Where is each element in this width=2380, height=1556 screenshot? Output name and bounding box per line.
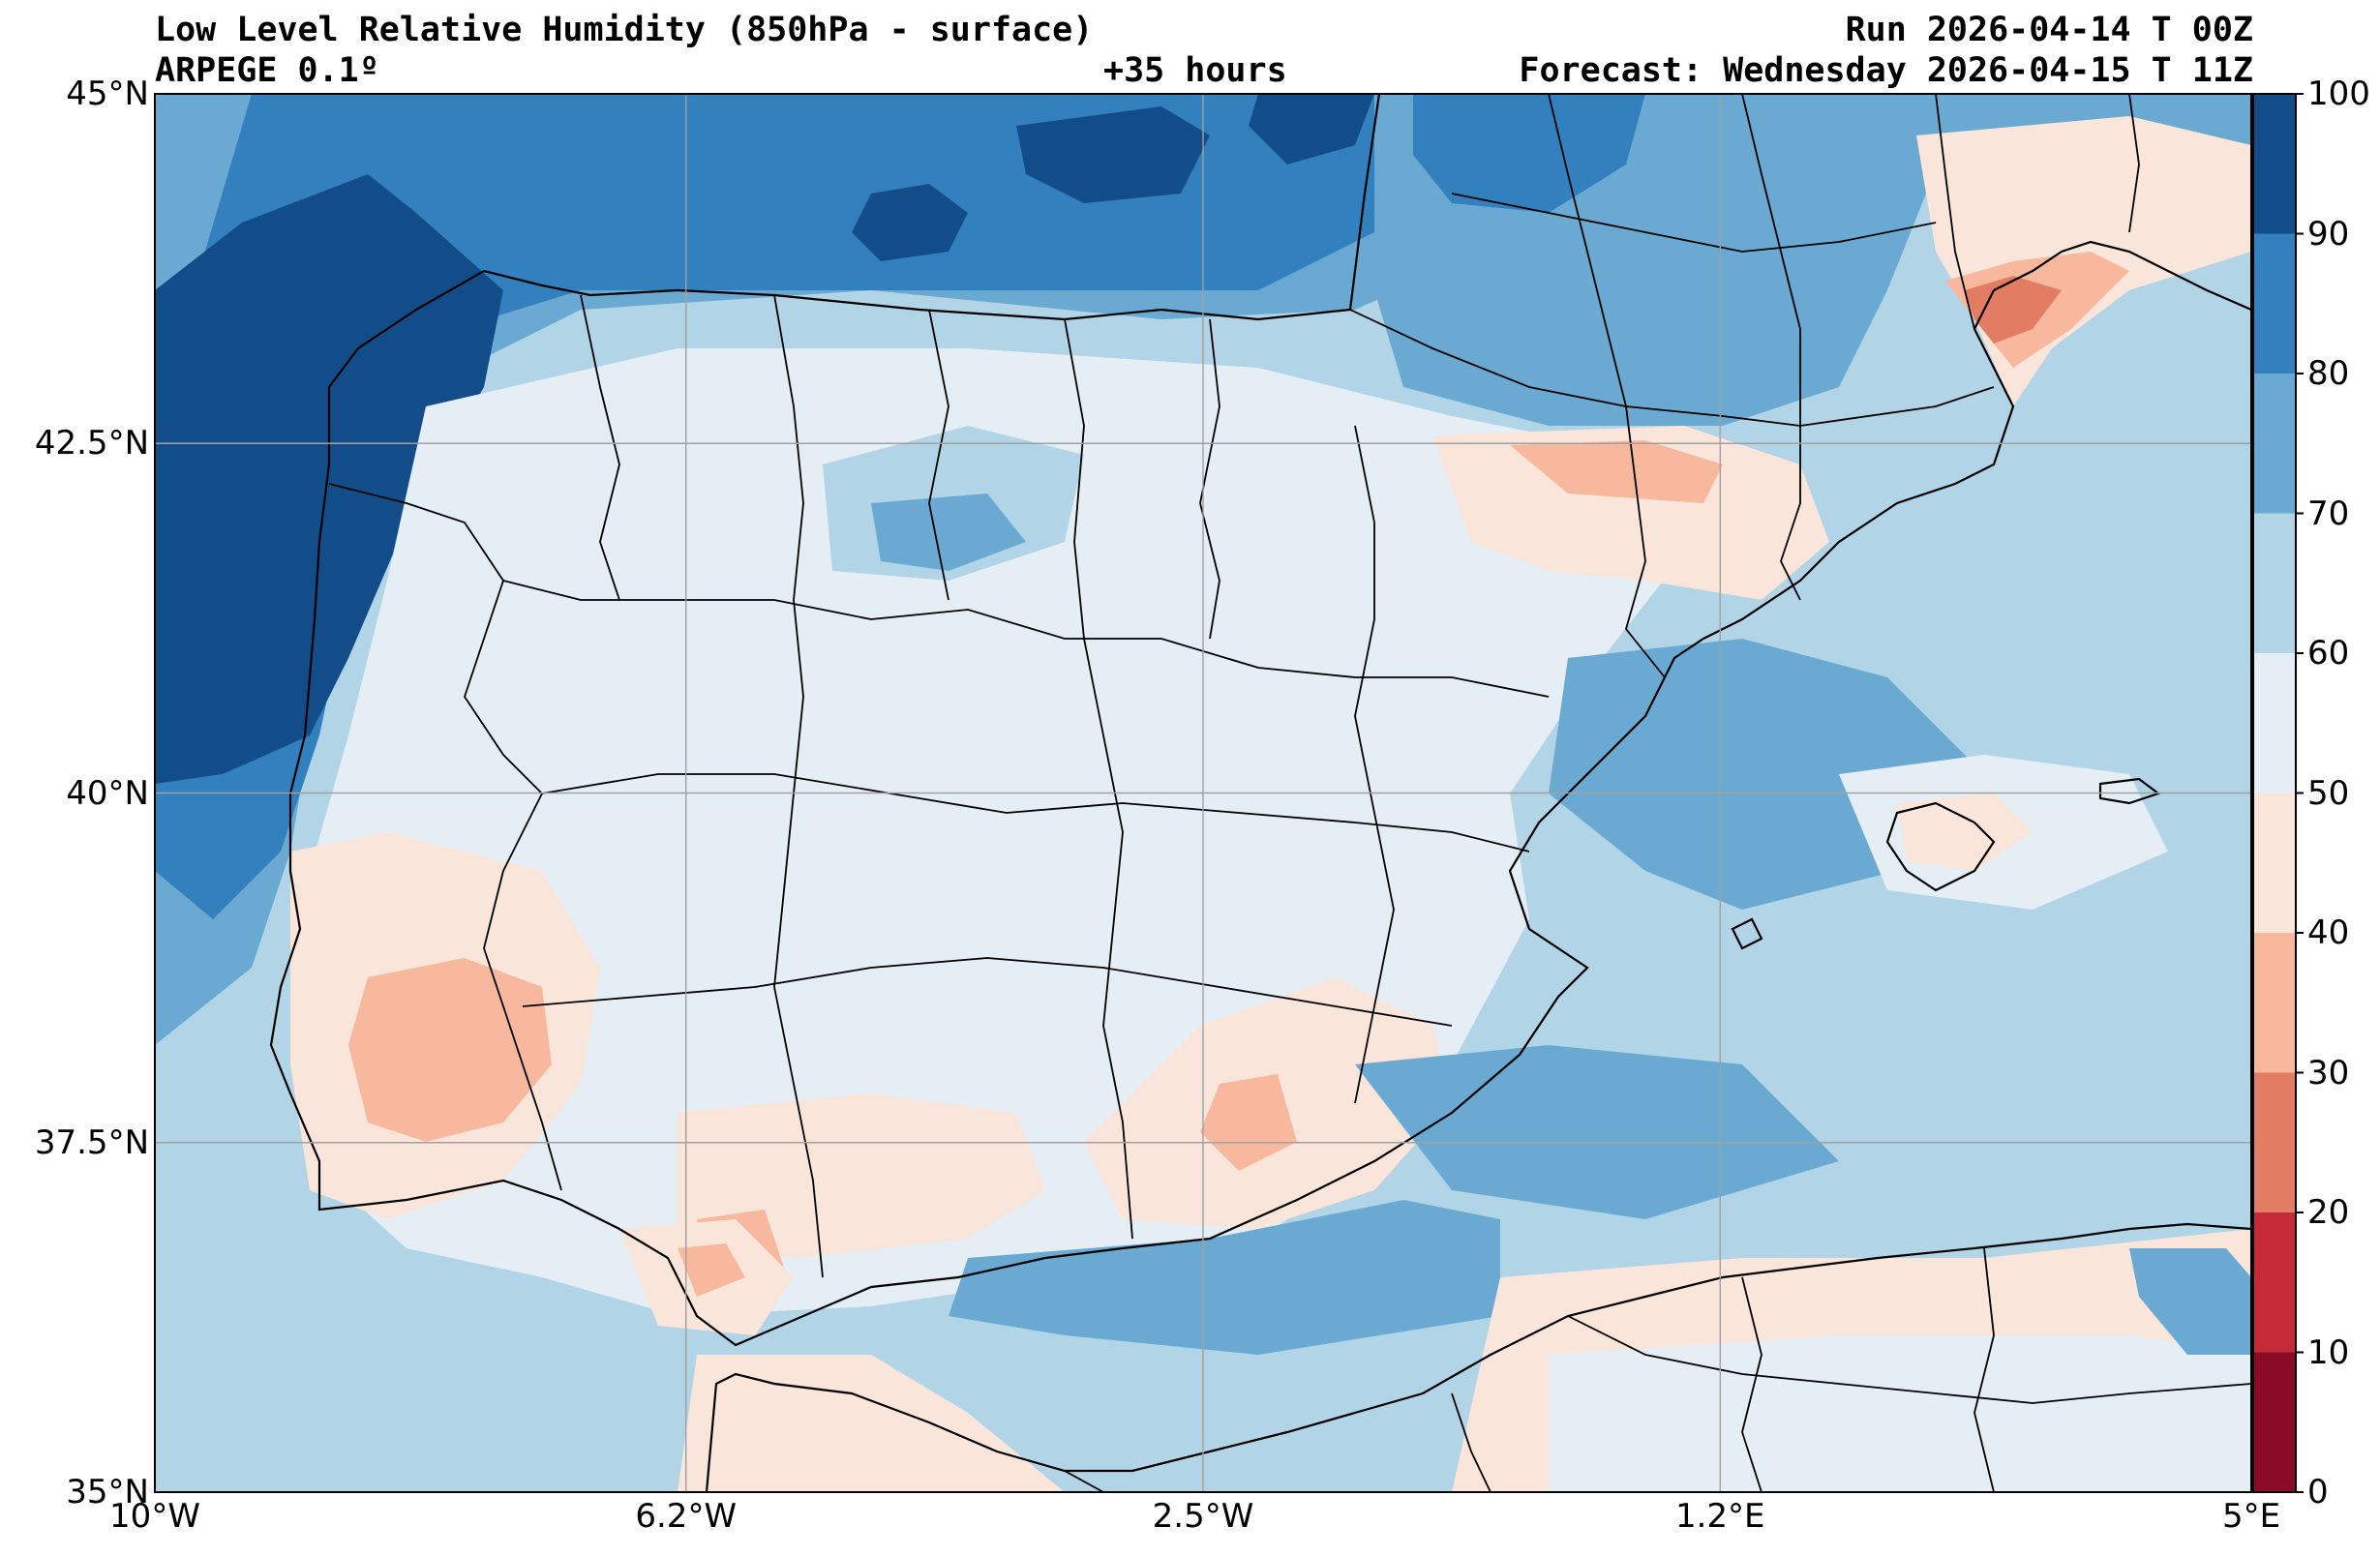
lat-tick-label: 35°N — [66, 1473, 149, 1511]
region-borders — [328, 94, 2251, 1492]
lon-tick-label: 6.2°W — [635, 1497, 738, 1536]
colorbar-tick-label: 90 — [2307, 214, 2350, 254]
colorbar-tick-label: 0 — [2307, 1473, 2329, 1511]
border-internal-6 — [1354, 425, 1395, 1104]
colorbar-segment — [2253, 933, 2296, 1073]
coastline-iberia — [269, 94, 2063, 1347]
border-internal-10 — [1199, 318, 1220, 640]
border-africa-1 — [1064, 1470, 1104, 1492]
map-title: Low Level Relative Humidity (850hPa - su… — [155, 11, 1094, 49]
colorbar-segment — [2253, 1072, 2296, 1212]
colorbar-tick-label: 50 — [2307, 773, 2350, 813]
colorbar-segment — [2253, 513, 2296, 653]
field-ebro-30 — [1510, 440, 1723, 503]
colorbar-tick-label: 80 — [2307, 354, 2350, 393]
field-andalusia-40 — [678, 1093, 1045, 1258]
border-france-1 — [1451, 193, 1937, 253]
border-france-4 — [1935, 94, 1975, 330]
border-internal-9 — [928, 309, 949, 601]
coastline-menorca — [2098, 777, 2161, 805]
lat-tick-label: 42.5°N — [34, 424, 149, 464]
field-france-80 — [1413, 94, 1645, 213]
border-africa-5 — [1567, 1315, 2251, 1404]
colorbar-segment — [2253, 94, 2296, 234]
field-balearic-40 — [1897, 793, 2033, 871]
colorbar-tick-label: 20 — [2307, 1193, 2350, 1232]
field-atlantic-90 — [155, 174, 503, 784]
colorbar-segment — [2253, 233, 2296, 374]
lon-tick-label: 10°W — [109, 1497, 200, 1536]
coastline-africa — [705, 1222, 2251, 1492]
border-france-2 — [1548, 94, 1627, 407]
colorbar-segment — [2253, 1212, 2296, 1353]
lon-tick-label: 2.5°W — [1152, 1497, 1254, 1536]
colorbar-segment — [2253, 374, 2296, 514]
border-internal-5 — [1064, 318, 1133, 1240]
field-africa-w-40 — [678, 1355, 1065, 1492]
border-spain-portugal — [328, 483, 562, 1191]
border-internal-8 — [580, 294, 620, 601]
border-france-3 — [1741, 94, 1801, 426]
border-africa-3 — [1741, 1276, 1762, 1492]
colorbar-segment — [2253, 793, 2296, 933]
field-med-70-c — [1355, 1045, 1839, 1219]
lat-tick-label: 37.5°N — [34, 1122, 149, 1162]
border-internal-1 — [502, 580, 1550, 698]
colorbar-tick-label: 10 — [2307, 1332, 2350, 1372]
colorbar-tick-label: 60 — [2307, 634, 2350, 673]
colorbar — [2252, 93, 2304, 1493]
field-med-70-b — [949, 1200, 1500, 1355]
lead-time-label: +35 hours — [1103, 51, 1287, 90]
colorbar-tick-label: 30 — [2307, 1053, 2350, 1092]
field-center-70-a — [871, 494, 1026, 571]
plot-frame — [154, 93, 2252, 1493]
colorbar-tick-label: 100 — [2307, 75, 2370, 113]
colorbar-tick-label: 70 — [2307, 494, 2350, 533]
forecast-label: Forecast: Wednesday 2026-04-15 T 11Z — [1519, 51, 2253, 90]
border-internal-11 — [1780, 426, 1801, 601]
border-internal-3 — [522, 957, 1453, 1027]
border-internal-7 — [1625, 405, 1666, 678]
coastlines — [269, 94, 2251, 1492]
coastline-mallorca — [1885, 801, 1996, 892]
field-gibraltar-30 — [678, 1243, 745, 1297]
run-label: Run 2026-04-14 T 00Z — [1845, 11, 2253, 49]
lon-tick-label: 5°E — [2221, 1497, 2281, 1536]
field-bay-90-c — [1249, 94, 1374, 165]
model-label: ARPEGE 0.1º — [155, 51, 379, 90]
border-africa-4 — [1973, 1247, 1995, 1492]
field-bay-90-b — [1016, 106, 1210, 203]
coastline-france — [2061, 240, 2251, 312]
lon-tick-label: 1.2°E — [1674, 1497, 1765, 1536]
field-bay-90-a — [852, 184, 968, 261]
field-ebro-40 — [1432, 426, 1829, 600]
field-africa-50 — [1549, 1335, 2251, 1492]
colorbar-segment — [2253, 1352, 2296, 1492]
colorbar-tick-label: 40 — [2307, 913, 2350, 952]
lat-tick-label: 40°N — [66, 773, 149, 813]
border-internal-2 — [541, 773, 1530, 853]
coastline-ibiza — [1731, 917, 1763, 950]
field-africa-70 — [2129, 1248, 2251, 1355]
border-pyrenees — [1349, 309, 1995, 427]
colorbar-segment — [2253, 653, 2296, 793]
field-iberia-30-sw — [348, 958, 552, 1142]
field-iberia-30-se — [1200, 1074, 1297, 1171]
border-africa-2 — [1451, 1392, 1491, 1492]
lat-tick-label: 45°N — [66, 75, 149, 113]
border-france-5 — [2128, 94, 2140, 233]
field-lion-20 — [1965, 276, 2062, 344]
